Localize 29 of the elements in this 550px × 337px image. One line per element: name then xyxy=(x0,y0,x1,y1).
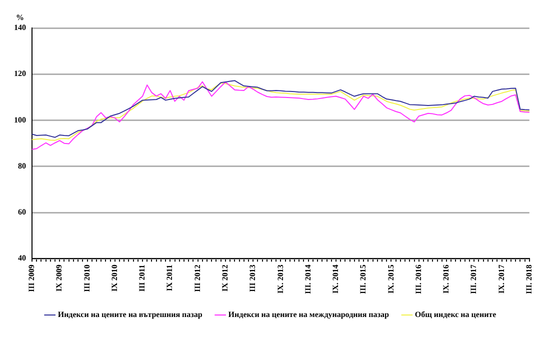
y-tick-label: 140 xyxy=(14,23,26,32)
y-tick-label: 80 xyxy=(18,161,26,170)
legend-label: Индекси на цените на международния пазар xyxy=(228,310,390,320)
x-tick-label: IX 2009 xyxy=(54,264,64,292)
x-tick-label: III 2010 xyxy=(82,264,92,292)
x-tick-label: IX. 2017 xyxy=(496,264,506,294)
legend-label: Общ индекс на цените xyxy=(414,310,497,320)
x-tick-label: IX 2011 xyxy=(165,264,174,292)
x-tick-label: IX 2012 xyxy=(220,264,230,292)
x-tick-label: IX 2010 xyxy=(110,264,119,292)
x-tick-label: IX. 2013 xyxy=(276,264,285,294)
x-tick-label: III. 2018 xyxy=(524,264,534,294)
x-tick-label: III. 2014 xyxy=(303,264,312,294)
x-tick-label: IX. 2016 xyxy=(442,264,451,294)
x-tick-label: III 2011 xyxy=(138,264,147,292)
x-tick-label: III. 2016 xyxy=(414,264,423,294)
y-axis-title: % xyxy=(16,13,24,22)
x-tick-label: IX. 2015 xyxy=(386,264,396,294)
x-tick-label: IX. 2014 xyxy=(331,264,340,294)
x-tick-label: III. 2015 xyxy=(358,264,368,294)
legend-label: Индекси на цените на вътрешния пазар xyxy=(58,310,203,320)
y-tick-label: 120 xyxy=(14,69,26,78)
x-tick-label: III 2009 xyxy=(27,264,36,292)
y-tick-label: 60 xyxy=(18,208,26,217)
y-tick-label: 100 xyxy=(14,115,26,124)
x-tick-label: III. 2017 xyxy=(469,264,478,294)
x-tick-label: III 2013 xyxy=(248,264,258,292)
y-tick-label: 40 xyxy=(18,254,26,263)
x-tick-label: III 2012 xyxy=(192,264,202,292)
